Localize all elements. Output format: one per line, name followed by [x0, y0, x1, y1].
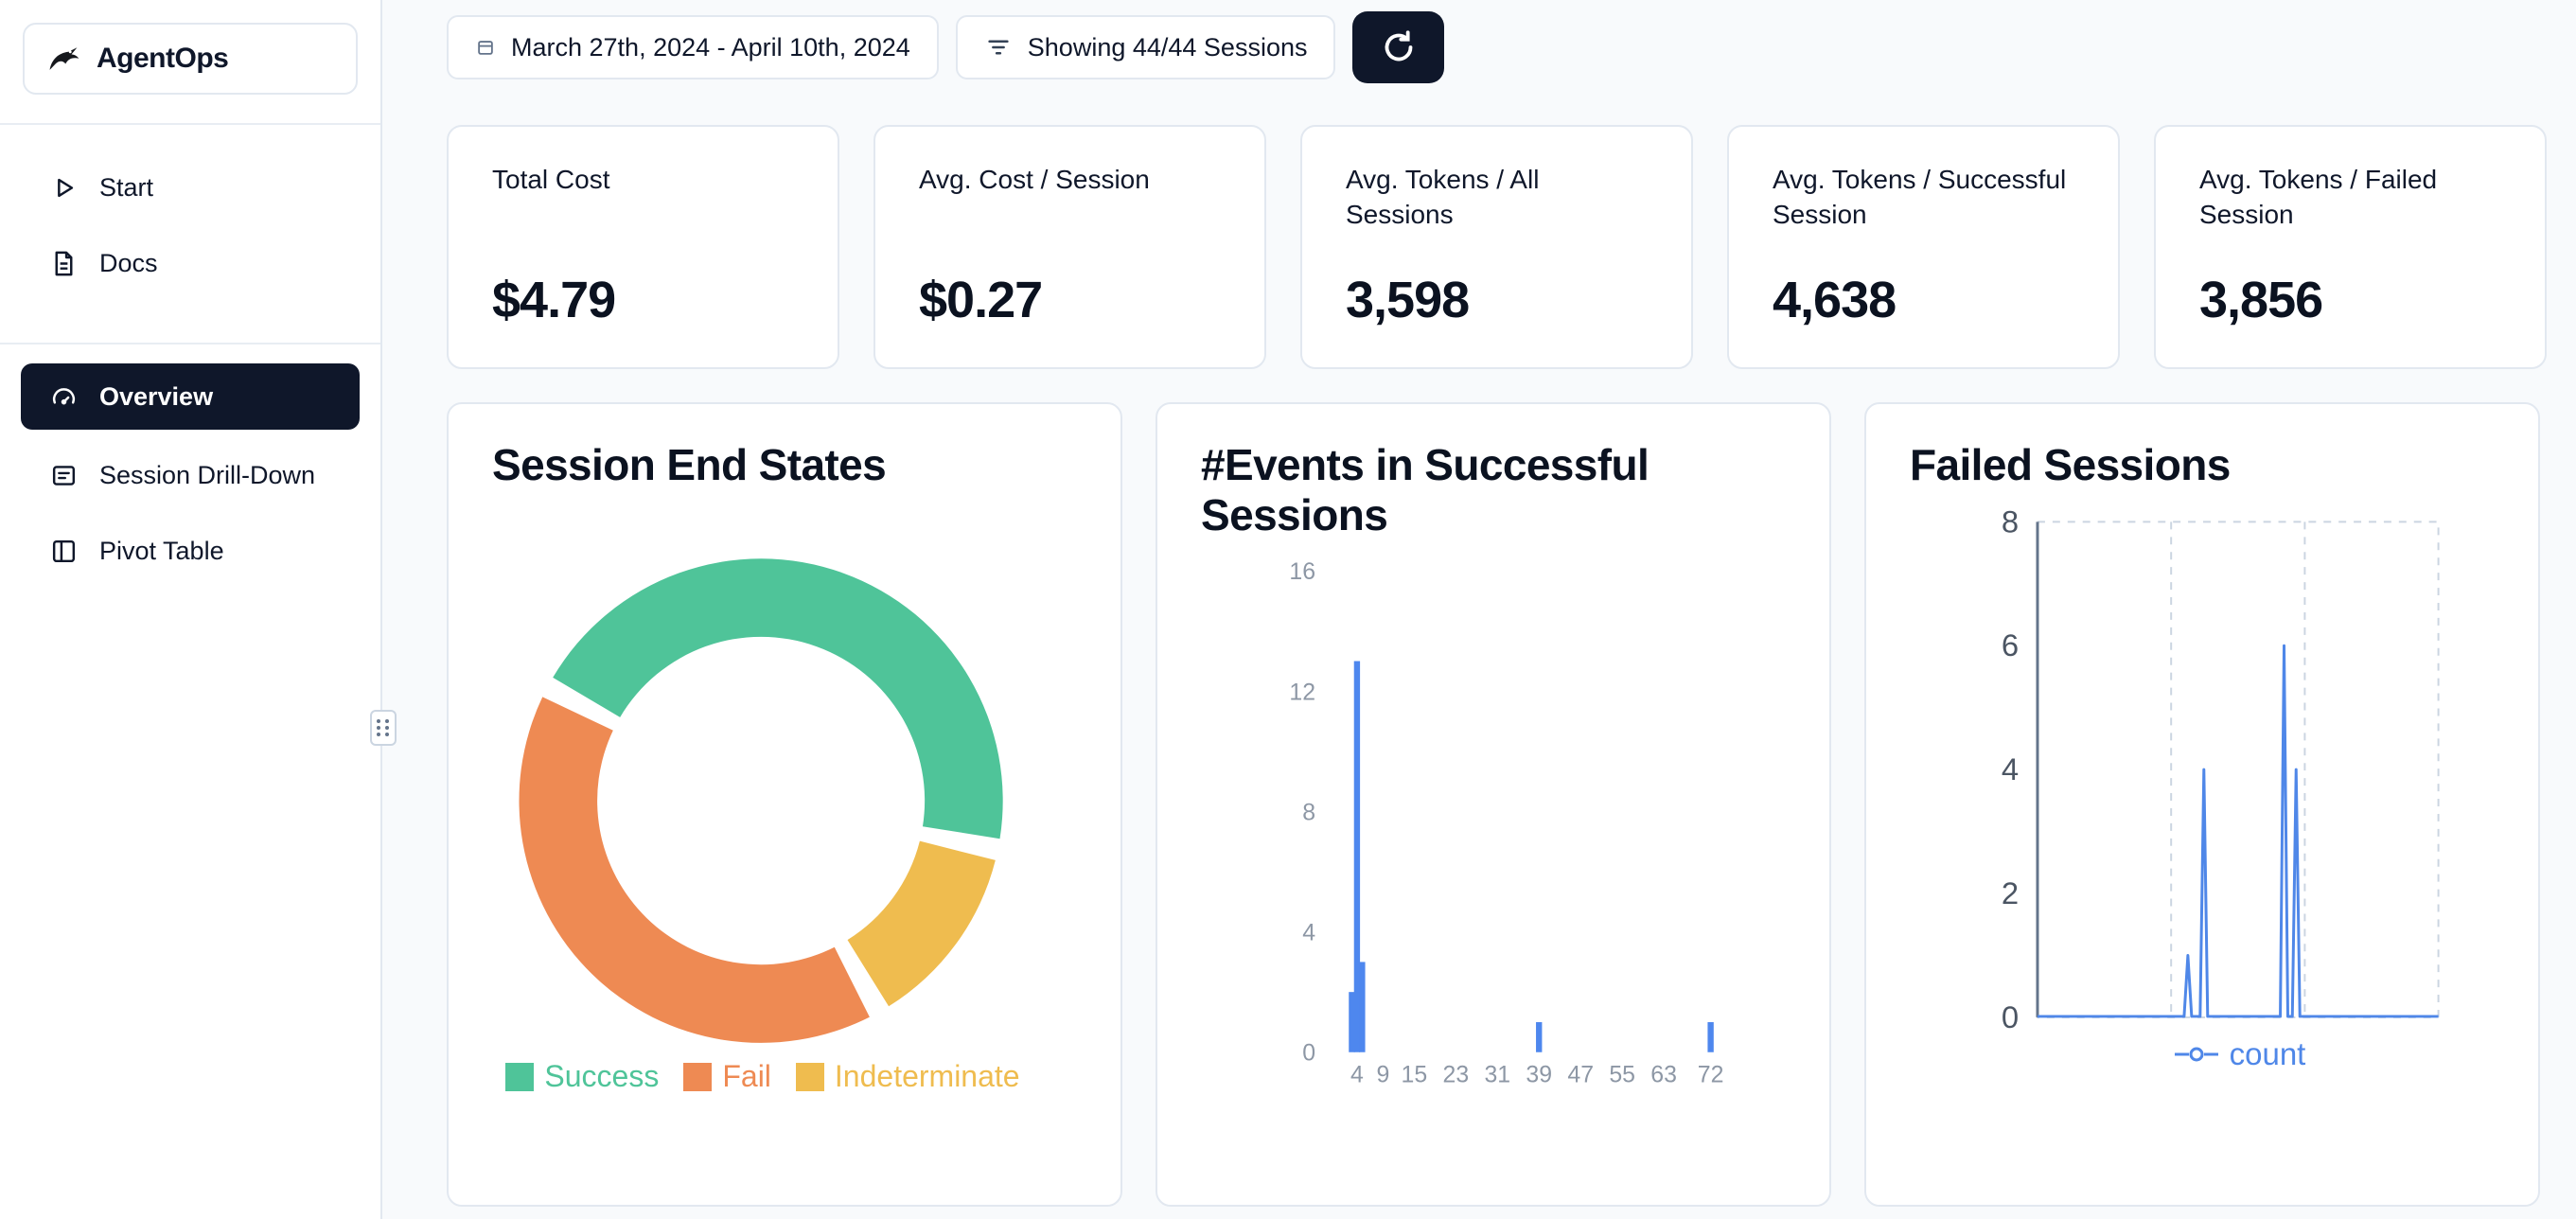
legend-swatch [505, 1062, 535, 1091]
sidebar-item-pivot-table[interactable]: Pivot Table [21, 521, 360, 581]
stat-card-avg-tokens-all: Avg. Tokens / All Sessions 3,598 [1300, 125, 1693, 369]
svg-text:4: 4 [1350, 1062, 1364, 1088]
grip-dots-icon [377, 719, 390, 736]
stat-card-avg-tokens-successful: Avg. Tokens / Successful Session 4,638 [1727, 125, 2120, 369]
sidebar: AgentOps Start Docs Overview Se [0, 0, 382, 1219]
stat-label: Avg. Tokens / Successful Session [1773, 165, 2067, 229]
sidebar-resize-handle[interactable] [370, 710, 397, 746]
chart-title: Session End States [492, 440, 887, 489]
stat-label: Avg. Cost / Session [919, 165, 1150, 194]
sidebar-item-overview[interactable]: Overview [21, 363, 360, 430]
svg-text:31: 31 [1484, 1062, 1510, 1088]
stat-label: Avg. Tokens / All Sessions [1346, 165, 1540, 229]
topbar: March 27th, 2024 - April 10th, 2024 Show… [447, 9, 2538, 85]
legend-label: Success [544, 1059, 660, 1093]
refresh-icon [1380, 28, 1418, 66]
document-icon [49, 249, 79, 278]
svg-text:0: 0 [1302, 1040, 1315, 1067]
legend-label: Indeterminate [834, 1059, 1020, 1093]
legend-swatch [795, 1062, 824, 1091]
stat-value: 4,638 [1773, 272, 1897, 328]
sidebar-nav-top: Start Docs [0, 157, 380, 293]
svg-text:4: 4 [2002, 751, 2019, 786]
line-marker-icon [2174, 1047, 2218, 1062]
svg-text:39: 39 [1526, 1062, 1552, 1088]
calendar-icon [475, 37, 496, 58]
svg-text:47: 47 [1567, 1062, 1594, 1088]
sidebar-item-label: Overview [99, 381, 214, 411]
stat-card-avg-tokens-failed: Avg. Tokens / Failed Session 3,856 [2154, 125, 2547, 369]
filter-lines-icon [984, 33, 1013, 62]
sidebar-item-docs[interactable]: Docs [21, 233, 360, 293]
chart-title: #Events in Successful Sessions [1201, 440, 1650, 540]
sidebar-item-session-drill-down[interactable]: Session Drill-Down [21, 445, 360, 505]
date-range-button[interactable]: March 27th, 2024 - April 10th, 2024 [447, 15, 939, 80]
svg-text:6: 6 [2002, 627, 2019, 662]
svg-text:15: 15 [1402, 1062, 1428, 1088]
date-range-label: March 27th, 2024 - April 10th, 2024 [511, 32, 910, 62]
donut-chart[interactable] [449, 404, 1120, 1205]
failed-sessions-chart[interactable]: 0 2 4 6 8 [1866, 404, 2538, 1205]
columns-icon [49, 537, 79, 566]
stat-label: Total Cost [492, 165, 610, 194]
stat-value: 3,856 [2199, 272, 2323, 328]
sessions-filter-button[interactable]: Showing 44/44 Sessions [955, 15, 1336, 80]
legend-item-indeterminate[interactable]: Indeterminate [795, 1059, 1020, 1094]
count-legend[interactable]: count [2038, 1036, 2442, 1072]
stat-card-total-cost: Total Cost $4.79 [447, 125, 839, 369]
app-name: AgentOps [97, 43, 229, 74]
svg-text:9: 9 [1376, 1062, 1389, 1088]
sidebar-item-label: Start [99, 172, 154, 202]
svg-text:16: 16 [1289, 558, 1315, 585]
refresh-button[interactable] [1352, 11, 1445, 83]
svg-text:55: 55 [1609, 1062, 1635, 1088]
sidebar-nav-main: Overview Session Drill-Down Pivot Table [0, 363, 380, 581]
gauge-icon [49, 382, 79, 412]
stat-value: $4.79 [492, 272, 616, 328]
stat-value: $0.27 [919, 272, 1043, 328]
app-logo[interactable]: AgentOps [23, 23, 358, 95]
events-histogram-card: #Events in Successful Sessions 0 4 8 12 16 4 9… [1156, 402, 1831, 1207]
charts-row: Session End States Success Fail Indeterm… [447, 402, 2540, 1207]
stat-card-avg-cost-session: Avg. Cost / Session $0.27 [873, 125, 1266, 369]
stat-cards-row: Total Cost $4.79 Avg. Cost / Session $0.… [447, 125, 2547, 369]
legend-label: count [2229, 1036, 2306, 1071]
svg-text:2: 2 [2002, 875, 2019, 910]
sessions-filter-label: Showing 44/44 Sessions [1027, 32, 1308, 62]
sidebar-item-label: Pivot Table [99, 536, 224, 565]
main-content: March 27th, 2024 - April 10th, 2024 Show… [382, 0, 2576, 1219]
svg-text:4: 4 [1302, 920, 1315, 946]
stat-label: Avg. Tokens / Failed Session [2199, 165, 2438, 229]
sidebar-item-label: Session Drill-Down [99, 460, 316, 489]
svg-text:8: 8 [1302, 799, 1315, 825]
svg-text:8: 8 [2002, 504, 2019, 539]
svg-text:23: 23 [1443, 1062, 1470, 1088]
sidebar-item-label: Docs [99, 248, 158, 277]
legend-label: Fail [722, 1059, 771, 1093]
svg-text:12: 12 [1289, 679, 1315, 705]
svg-text:0: 0 [2002, 999, 2019, 1034]
stat-value: 3,598 [1346, 272, 1470, 328]
legend-item-fail[interactable]: Fail [683, 1059, 771, 1094]
play-icon [49, 173, 79, 203]
sidebar-divider [0, 343, 380, 344]
agentops-logo-icon [44, 39, 83, 79]
sidebar-divider [0, 123, 380, 125]
failed-sessions-card: Failed Sessions 0 2 4 6 8 count [1864, 402, 2540, 1207]
chart-title: Failed Sessions [1910, 440, 2231, 489]
session-end-states-card: Session End States Success Fail Indeterm… [447, 402, 1122, 1207]
svg-text:63: 63 [1650, 1062, 1677, 1088]
donut-legend: Success Fail Indeterminate [449, 1059, 1077, 1094]
legend-swatch [683, 1062, 713, 1091]
svg-text:72: 72 [1698, 1062, 1724, 1088]
sidebar-item-start[interactable]: Start [21, 157, 360, 218]
list-card-icon [49, 461, 79, 490]
legend-item-success[interactable]: Success [505, 1059, 659, 1094]
